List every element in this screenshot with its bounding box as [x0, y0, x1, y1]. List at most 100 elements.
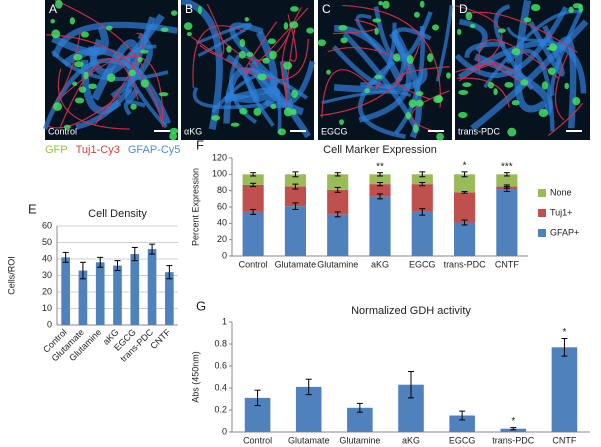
panel-label: G	[196, 298, 206, 313]
error-bar	[305, 378, 312, 396]
cell-body	[73, 53, 83, 61]
cell-body	[538, 108, 549, 118]
neurite	[396, 66, 450, 100]
x-tick-label: EGCG	[409, 259, 436, 269]
y-tick-label: 60	[42, 220, 52, 230]
cell-body	[226, 45, 232, 53]
micrograph	[42, 0, 179, 141]
bar-segment	[454, 222, 476, 256]
x-tick-label: CNTF	[495, 259, 519, 269]
significance: *	[562, 327, 566, 338]
x-tick-label: Glutamate	[275, 259, 317, 269]
panel-label: E	[28, 201, 37, 216]
cell-body	[504, 82, 514, 88]
cell-body	[340, 37, 348, 44]
cell-body	[338, 24, 348, 31]
chart-title: Normalized GDH activity	[351, 305, 471, 317]
panel-label: F	[196, 137, 204, 152]
bar	[500, 428, 527, 432]
cell-body	[51, 29, 61, 39]
panel-label: C	[322, 2, 331, 16]
bar-segment	[242, 184, 264, 212]
legend-swatch	[538, 229, 546, 237]
significance: *	[511, 416, 515, 427]
stain-legend: Tuj1-Cy3	[76, 144, 120, 156]
x-tick-label: aKG	[371, 259, 389, 269]
cell-body	[493, 88, 498, 96]
bar-segment	[411, 211, 433, 256]
cell-body	[72, 81, 78, 86]
bar	[78, 270, 88, 325]
error-bar	[419, 182, 426, 187]
cell-body	[415, 99, 424, 107]
error-bar	[503, 184, 510, 189]
bar-segment	[369, 174, 391, 185]
cell-body	[186, 32, 192, 37]
y-tick-label: 20	[42, 286, 52, 296]
significance: ***	[501, 161, 513, 172]
cell-body	[290, 6, 299, 12]
error-bar	[334, 172, 341, 177]
neurite	[342, 4, 441, 108]
neurite	[47, 94, 121, 129]
legend-label: Tuj1+	[550, 207, 572, 217]
bar-segment	[454, 192, 476, 223]
legend-swatch	[538, 189, 546, 197]
stain-legend: GFAP-Cy5	[128, 144, 181, 156]
neurite	[199, 3, 225, 56]
x-tick-label: trans-PDC	[444, 259, 487, 269]
legend-swatch	[538, 209, 546, 217]
neurite	[465, 11, 578, 53]
y-tick-label: 0	[222, 250, 227, 260]
stain-legend: GFP	[45, 144, 68, 156]
cell-body	[160, 27, 169, 33]
glia-process	[342, 32, 421, 133]
y-tick-label: 80	[217, 185, 227, 195]
error-bar	[250, 182, 257, 188]
image-caption: Control	[48, 126, 77, 136]
x-tick-label: aKG	[402, 435, 420, 445]
neurite	[243, 7, 309, 75]
legend-label: None	[550, 187, 572, 197]
cell-body	[572, 97, 581, 106]
cell-body	[257, 73, 267, 81]
cell-body	[541, 81, 549, 90]
neurite	[319, 42, 421, 117]
y-tick-label: 40	[217, 218, 227, 228]
y-tick-label: 0.4	[214, 382, 227, 392]
cell-body	[393, 53, 401, 62]
error-bar	[250, 208, 257, 215]
cell-body	[374, 74, 383, 80]
cell-body	[462, 82, 472, 88]
cell-body	[211, 115, 221, 121]
cell-body	[564, 82, 570, 90]
neurite	[478, 39, 560, 80]
y-tick-label: 120	[212, 152, 227, 162]
x-tick-label: Glutamate	[288, 435, 330, 445]
cell-body	[457, 28, 462, 36]
image-caption: EGCG	[321, 126, 348, 136]
error-bar	[79, 261, 86, 280]
y-tick-label: 50	[42, 237, 52, 247]
y-tick-label: 100	[212, 169, 227, 179]
cell-body	[283, 22, 289, 30]
cell-body	[408, 99, 417, 108]
cell-body	[378, 0, 383, 6]
neurite	[57, 68, 130, 130]
cell-body	[507, 127, 517, 137]
cell-body	[547, 67, 556, 75]
neurite	[192, 25, 246, 89]
x-tick-label: EGCG	[449, 435, 476, 445]
panel-label: B	[185, 2, 193, 16]
cell-body	[270, 103, 277, 110]
neurite	[455, 5, 503, 82]
bar	[147, 249, 157, 325]
error-bar	[459, 410, 466, 421]
error-bar	[408, 371, 414, 399]
x-tick-label: Glutamine	[317, 259, 358, 269]
neurite	[493, 63, 531, 88]
legend-label: GFAP+	[550, 227, 579, 237]
cell-body	[106, 73, 116, 83]
neurite	[213, 30, 290, 61]
